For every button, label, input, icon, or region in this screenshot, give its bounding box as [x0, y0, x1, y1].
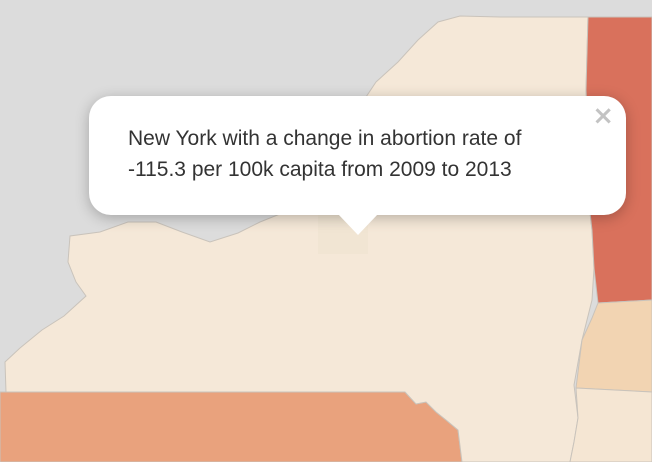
tooltip-line-2: -115.3 per 100k capita from 2009 to 2013: [128, 158, 512, 181]
state-pennsylvania[interactable]: [0, 391, 463, 462]
state-connecticut[interactable]: [569, 387, 652, 462]
tooltip-popup: × New York with a change in abortion rat…: [89, 96, 626, 235]
tooltip-line-1: New York with a change in abortion rate …: [128, 127, 522, 150]
close-icon[interactable]: ×: [592, 101, 614, 131]
tooltip-content: New York with a change in abortion rate …: [128, 123, 596, 185]
tooltip-pointer: [338, 214, 378, 235]
